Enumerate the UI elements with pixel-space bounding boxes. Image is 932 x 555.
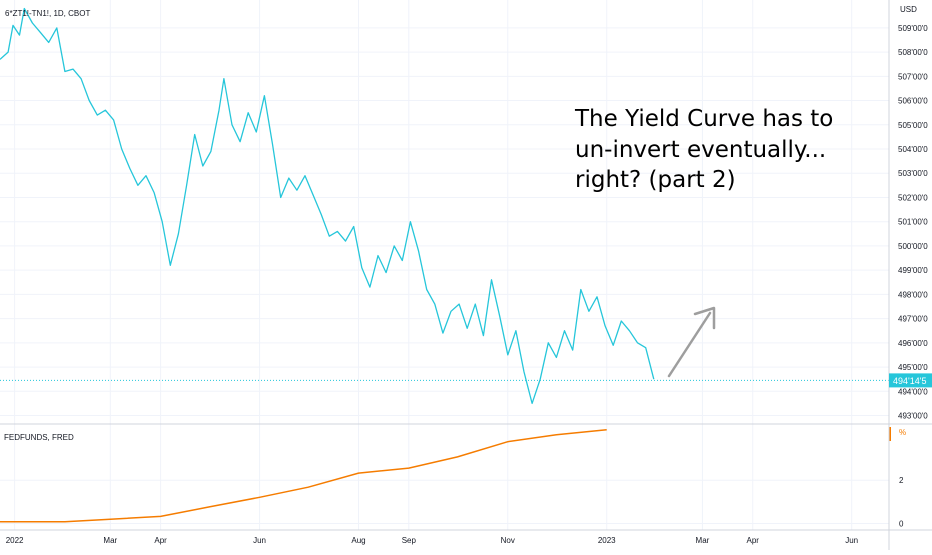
y-tick-label: 498'00'0 (898, 290, 928, 299)
spread-series-line (0, 7, 655, 405)
annotation-line-3: right? (part 2) (575, 167, 736, 193)
y-tick-label: 493'00'0 (898, 412, 928, 421)
y-tick-label: 506'00'0 (898, 97, 928, 106)
fedfunds-unit-label: % (899, 428, 906, 437)
arrow-head (693, 306, 716, 330)
arrow-shaft (667, 311, 712, 378)
y-tick-label: 494'00'0 (898, 387, 928, 396)
annotation-line-1: The Yield Curve has to (574, 106, 833, 132)
fedfunds-axis-marker (889, 427, 891, 441)
x-tick-label: Apr (154, 536, 167, 545)
y-tick-label: 504'00'0 (898, 145, 928, 154)
annotation-text[interactable]: The Yield Curve has to un-invert eventua… (574, 106, 833, 193)
last-price-label: 494'14'5 (893, 376, 926, 386)
y-tick-label: 502'00'0 (898, 193, 928, 202)
y-tick-label: 499'00'0 (898, 266, 928, 275)
x-tick-label: 2023 (598, 536, 616, 545)
main-series-legend[interactable]: 6*ZT1!-TN1!, 1D, CBOT (5, 9, 90, 18)
fedfunds-series-line (0, 429, 607, 523)
x-tick-label: Jun (253, 536, 266, 545)
last-price-tag: 494'14'5 (889, 373, 932, 388)
y-tick-label: 501'00'0 (898, 218, 928, 227)
y-tick-label: 496'00'0 (898, 339, 928, 348)
y-tick-label: 508'00'0 (898, 48, 928, 57)
y-tick-label: 495'00'0 (898, 363, 928, 372)
fedfunds-y-tick-label: 0 (899, 520, 904, 529)
annotation-arrow[interactable] (667, 306, 716, 378)
fedfunds-legend[interactable]: FEDFUNDS, FRED (4, 433, 74, 442)
grid-lines (0, 0, 889, 530)
y-tick-label: 500'00'0 (898, 242, 928, 251)
x-tick-label: Apr (747, 536, 760, 545)
x-tick-label: Jun (845, 536, 858, 545)
y-tick-label: 503'00'0 (898, 169, 928, 178)
last-price-box (889, 373, 932, 388)
x-tick-label: Mar (696, 536, 710, 545)
x-tick-label: Mar (103, 536, 117, 545)
x-tick-label: Sep (402, 536, 417, 545)
x-tick-label: Nov (501, 536, 515, 545)
series-layer (0, 7, 891, 523)
y-tick-label: 505'00'0 (898, 121, 928, 130)
x-tick-label: Aug (351, 536, 365, 545)
y-tick-label: 509'00'0 (898, 24, 928, 33)
y-tick-label: 507'00'0 (898, 72, 928, 81)
x-tick-label: 2022 (6, 536, 24, 545)
annotation-line-2: un-invert eventually... (575, 137, 826, 163)
currency-label: USD (900, 5, 917, 14)
axis-ticks: 509'00'0 508'00'0 507'00'0 506'00'0 505'00'0… (6, 24, 929, 545)
y-tick-label: 497'00'0 (898, 315, 928, 324)
fedfunds-y-tick-label: 2 (899, 476, 904, 485)
